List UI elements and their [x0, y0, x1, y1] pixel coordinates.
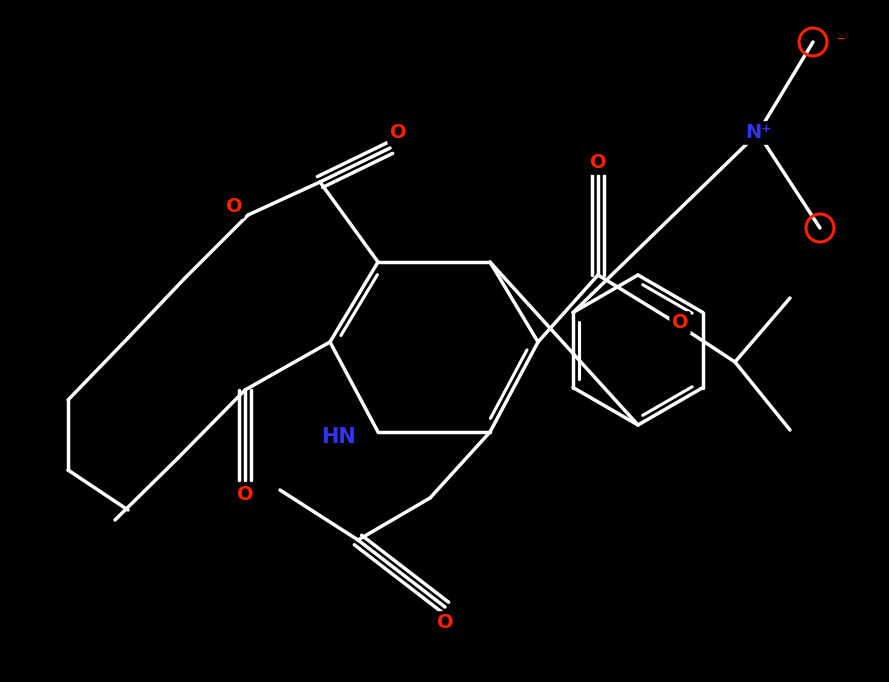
Text: HN: HN: [321, 427, 356, 447]
Text: O: O: [436, 614, 453, 632]
Text: O: O: [389, 123, 406, 143]
Text: O: O: [226, 198, 243, 216]
Text: O: O: [236, 486, 253, 505]
Text: O: O: [672, 314, 688, 333]
Text: ⁻: ⁻: [837, 33, 845, 51]
Text: N⁺: N⁺: [745, 123, 771, 143]
Text: O: O: [589, 153, 606, 173]
